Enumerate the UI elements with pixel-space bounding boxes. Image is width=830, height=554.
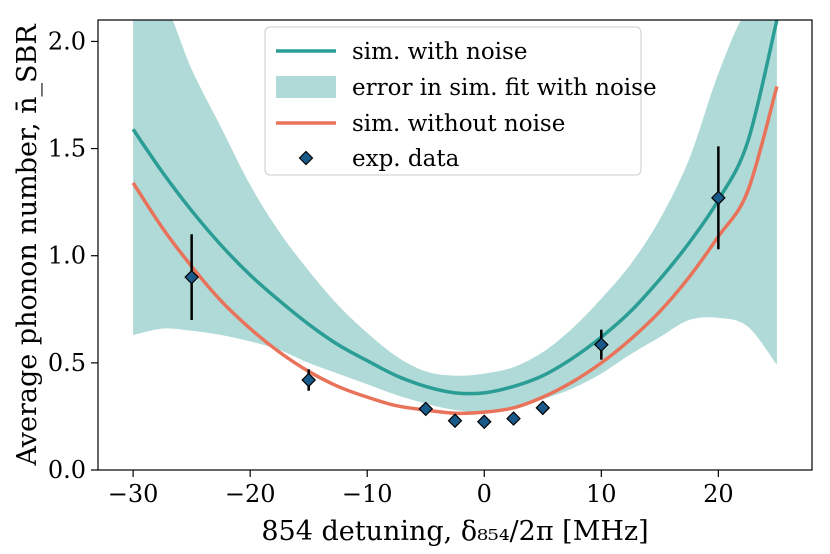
y-tick-label: 1.0: [48, 242, 86, 270]
x-tick-label: −10: [342, 480, 393, 508]
point-layer: [184, 146, 726, 430]
data-point: [184, 269, 199, 285]
series-line-sim-without-noise: [131, 85, 779, 416]
legend-label: sim. with noise: [352, 39, 527, 65]
data-point: [535, 400, 551, 416]
x-tick-label: 0: [477, 480, 492, 508]
x-tick-label: 10: [586, 480, 617, 508]
legend-label: sim. without noise: [352, 111, 565, 137]
line-layer: [131, 20, 779, 416]
data-point: [593, 337, 609, 352]
y-tick-label: 0.0: [48, 456, 86, 484]
data-point: [447, 413, 463, 429]
data-point: [506, 411, 521, 426]
legend-frame: [264, 26, 642, 176]
x-axis-label: 854 detuning, δ₈₅₄/2π [MHz]: [261, 516, 648, 547]
y-tick-label: 1.5: [48, 135, 86, 163]
legend-label: exp. data: [352, 146, 460, 172]
plot-frame: [97, 19, 813, 471]
legend: sim. with noise error in sim. fit with no…: [264, 26, 657, 176]
data-point: [418, 401, 434, 417]
y-axis-label: Average phonon number, n̄_SBR: [12, 24, 43, 467]
x-tick-label: −20: [225, 480, 276, 508]
data-point: [476, 414, 492, 430]
tick-layer: −30 −20 −10 0 10 20 0.0 0.5 1.0 1.5 2.0: [48, 27, 734, 508]
legend-swatch-data: [298, 150, 314, 166]
legend-label: error in sim. fit with noise: [352, 75, 657, 101]
data-point: [301, 372, 317, 388]
data-point: [711, 190, 726, 206]
legend-swatch-band: [276, 76, 336, 98]
x-tick-label: −30: [108, 480, 159, 508]
x-tick-label: 20: [703, 480, 734, 508]
y-tick-label: 2.0: [48, 27, 86, 55]
y-tick-label: 0.5: [48, 349, 86, 377]
series-line-sim-with-noise: [131, 20, 779, 396]
